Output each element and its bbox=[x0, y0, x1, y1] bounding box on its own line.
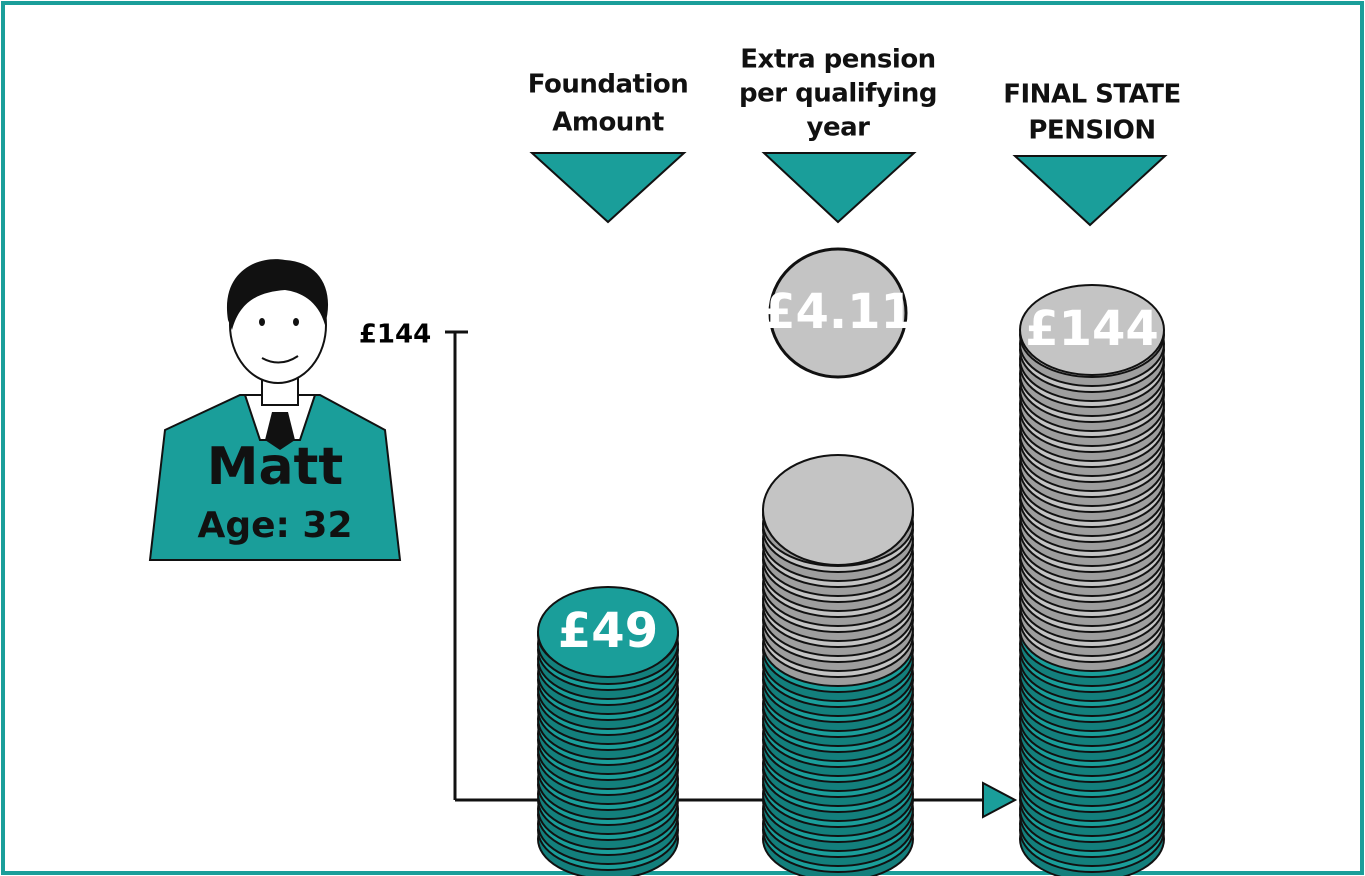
column-heading: per qualifying bbox=[739, 79, 937, 109]
coin-label: £4.11 bbox=[762, 284, 914, 340]
infographic: £144 Matt Age: 32 Foundation Amount £49 Ext… bbox=[0, 0, 1365, 876]
axis-label: £144 bbox=[359, 320, 431, 350]
column-heading: Amount bbox=[552, 108, 664, 138]
person-age: Age: 32 bbox=[197, 505, 352, 546]
column-heading: year bbox=[807, 113, 871, 143]
person-name: Matt bbox=[207, 437, 344, 497]
column-heading: Foundation bbox=[528, 70, 688, 100]
coin-label: £49 bbox=[558, 603, 658, 659]
coin bbox=[763, 455, 913, 565]
column-heading: FINAL STATE bbox=[1003, 80, 1180, 110]
column-heading: Extra pension bbox=[740, 45, 935, 75]
column-heading: PENSION bbox=[1028, 116, 1155, 146]
coin-label: £144 bbox=[1025, 301, 1159, 357]
